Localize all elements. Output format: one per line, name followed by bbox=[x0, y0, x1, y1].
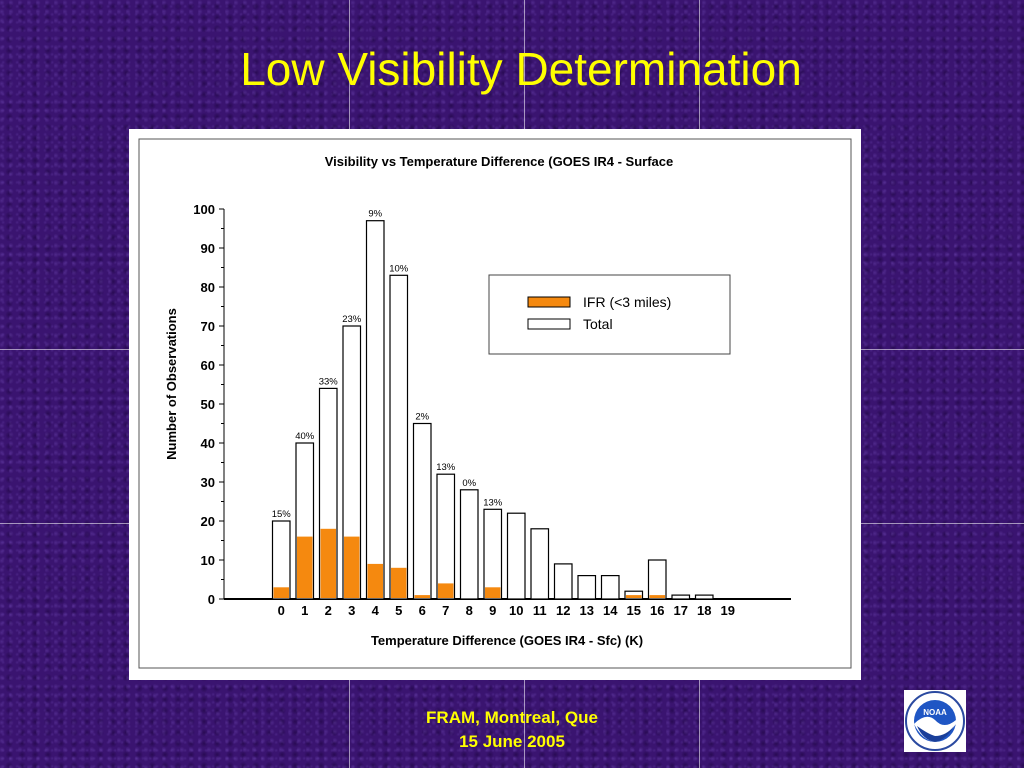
bar-total bbox=[671, 594, 691, 600]
bar-total bbox=[506, 512, 526, 600]
x-tick-label: 5 bbox=[395, 603, 402, 618]
y-axis-label: Number of Observations bbox=[164, 308, 179, 460]
y-tick-label: 70 bbox=[201, 319, 215, 334]
legend-label-ifr: IFR (<3 miles) bbox=[583, 294, 671, 310]
y-tick-label: 20 bbox=[201, 514, 215, 529]
bar-total bbox=[600, 575, 620, 600]
bar-percent-label: 2% bbox=[415, 412, 429, 423]
x-tick-label: 15 bbox=[627, 603, 641, 618]
x-tick-label: 10 bbox=[509, 603, 523, 618]
bar-ifr bbox=[414, 595, 430, 598]
bar-percent-label: 40% bbox=[295, 431, 315, 442]
x-tick-label: 6 bbox=[419, 603, 426, 618]
bar-percent-label: 0% bbox=[462, 478, 476, 489]
bar-total bbox=[436, 473, 456, 600]
bar-total bbox=[389, 274, 409, 600]
x-tick-label: 11 bbox=[533, 603, 547, 618]
bar-total bbox=[459, 489, 479, 600]
y-tick-label: 10 bbox=[201, 553, 215, 568]
footer-date: 15 June 2005 bbox=[459, 732, 565, 751]
x-axis-label: Temperature Difference (GOES IR4 - Sfc) … bbox=[371, 633, 643, 648]
y-tick-label: 80 bbox=[201, 280, 215, 295]
noaa-logo: NOAA bbox=[904, 690, 966, 752]
y-tick-label: 40 bbox=[201, 436, 215, 451]
bar-total bbox=[694, 594, 714, 600]
logo-text: NOAA bbox=[923, 708, 947, 717]
x-tick-label: 2 bbox=[325, 603, 332, 618]
y-tick-label: 60 bbox=[201, 358, 215, 373]
chart-panel: Visibility vs Temperature Difference (GO… bbox=[129, 129, 861, 680]
bar-chart: Visibility vs Temperature Difference (GO… bbox=[138, 138, 852, 669]
bar-total bbox=[271, 520, 291, 600]
y-tick-label: 0 bbox=[208, 592, 215, 607]
bar-ifr bbox=[320, 528, 336, 598]
footer-event: FRAM, Montreal, Que bbox=[426, 708, 598, 727]
legend-label-total: Total bbox=[583, 316, 613, 332]
bar-percent-label: 15% bbox=[272, 509, 292, 520]
x-tick-label: 8 bbox=[466, 603, 473, 618]
bar-ifr bbox=[344, 536, 360, 598]
bar-percent-label: 13% bbox=[436, 462, 456, 473]
bar-total bbox=[483, 508, 503, 600]
x-tick-label: 17 bbox=[674, 603, 688, 618]
x-tick-label: 1 bbox=[301, 603, 308, 618]
bar-total bbox=[365, 220, 385, 600]
legend-swatch-total bbox=[527, 318, 571, 330]
x-tick-label: 18 bbox=[697, 603, 711, 618]
bar-percent-label: 13% bbox=[483, 497, 503, 508]
x-tick-label: 16 bbox=[650, 603, 664, 618]
bar-ifr bbox=[367, 563, 383, 598]
legend-swatch-ifr bbox=[527, 296, 571, 308]
bar-ifr bbox=[438, 583, 454, 598]
bar-ifr bbox=[485, 587, 501, 598]
bar-ifr bbox=[297, 536, 313, 598]
x-tick-label: 9 bbox=[489, 603, 496, 618]
legend-box bbox=[488, 274, 731, 355]
x-tick-label: 7 bbox=[442, 603, 449, 618]
footer: FRAM, Montreal, Que 15 June 2005 bbox=[362, 706, 662, 754]
plot-area: 010203040506070809010015%040%133%223%39%… bbox=[193, 202, 791, 618]
x-tick-label: 0 bbox=[278, 603, 285, 618]
bar-total bbox=[342, 325, 362, 600]
bar-total bbox=[647, 559, 667, 600]
x-tick-label: 12 bbox=[556, 603, 570, 618]
x-tick-label: 19 bbox=[721, 603, 735, 618]
bar-ifr bbox=[273, 587, 289, 598]
y-tick-label: 90 bbox=[201, 241, 215, 256]
bar-total bbox=[530, 528, 550, 600]
y-tick-label: 30 bbox=[201, 475, 215, 490]
y-tick-label: 50 bbox=[201, 397, 215, 412]
bar-percent-label: 9% bbox=[368, 209, 382, 220]
x-tick-label: 3 bbox=[348, 603, 355, 618]
bar-percent-label: 10% bbox=[389, 263, 409, 274]
slide-title: Low Visibility Determination bbox=[240, 43, 802, 95]
bar-ifr bbox=[649, 595, 665, 598]
bar-total bbox=[553, 563, 573, 600]
legend: IFR (<3 miles) Total bbox=[488, 274, 731, 355]
bar-total bbox=[412, 422, 432, 600]
x-tick-label: 13 bbox=[580, 603, 594, 618]
y-tick-label: 100 bbox=[193, 202, 215, 217]
bar-ifr bbox=[391, 567, 407, 598]
x-tick-label: 4 bbox=[372, 603, 380, 618]
bar-percent-label: 23% bbox=[342, 314, 362, 325]
bar-total bbox=[577, 575, 597, 600]
bar-percent-label: 33% bbox=[319, 376, 339, 387]
bar-ifr bbox=[626, 595, 642, 598]
x-tick-label: 14 bbox=[603, 603, 618, 618]
chart-title: Visibility vs Temperature Difference (GO… bbox=[325, 154, 673, 169]
